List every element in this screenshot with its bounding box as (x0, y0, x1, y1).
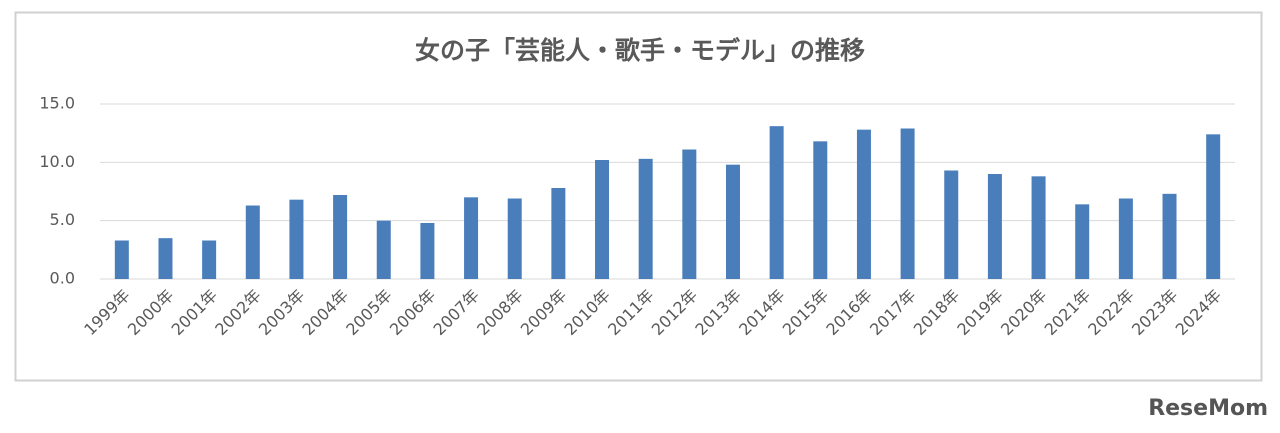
bar (158, 238, 173, 279)
bar (856, 129, 871, 279)
y-tick-label: 15.0 (39, 94, 75, 113)
bar (289, 199, 304, 279)
bar (420, 223, 435, 279)
bar (1075, 204, 1090, 279)
bar (1031, 176, 1046, 279)
bar (1206, 134, 1221, 279)
bar (595, 160, 610, 279)
bar (202, 240, 217, 279)
bar (987, 174, 1002, 279)
chart-title: 女の子「芸能人・歌手・モデル」の推移 (415, 36, 865, 65)
bar (769, 126, 784, 280)
bar (900, 128, 915, 279)
bar (725, 164, 740, 279)
bar (638, 158, 653, 279)
y-tick-label: 0.0 (50, 269, 75, 288)
chart-frame (14, 11, 1263, 382)
bar (682, 149, 697, 279)
bar (551, 188, 566, 279)
y-tick-label: 10.0 (39, 152, 75, 171)
bar (1118, 198, 1133, 279)
bar (333, 195, 348, 279)
bar (464, 197, 479, 279)
watermark: ReseMom (1148, 396, 1268, 421)
bar (813, 141, 828, 279)
bar (376, 220, 391, 279)
bar (944, 170, 959, 279)
bar (114, 240, 129, 279)
bar (507, 198, 522, 279)
bar (1162, 193, 1177, 279)
bar (245, 205, 260, 279)
y-tick-label: 5.0 (50, 210, 75, 229)
